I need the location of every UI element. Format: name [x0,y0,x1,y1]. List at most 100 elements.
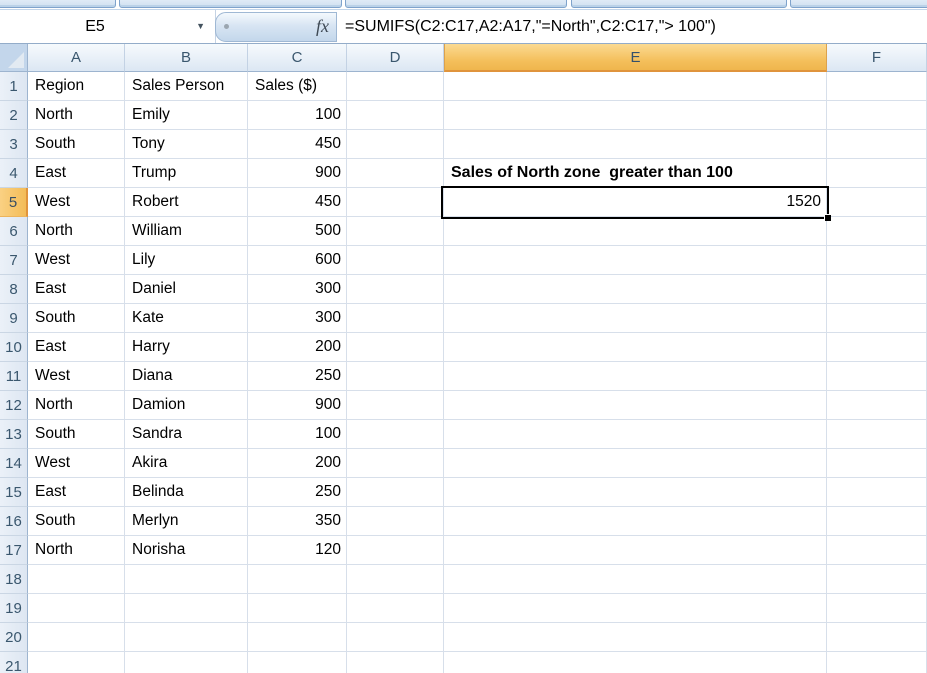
cell[interactable] [125,652,248,673]
cell[interactable] [827,594,927,623]
formula-input[interactable]: =SUMIFS(C2:C17,A2:A17,"=North",C2:C17,">… [337,10,927,43]
cell[interactable]: Sandra [125,420,248,449]
cell[interactable] [444,507,827,536]
row-header-17[interactable]: 17 [0,536,28,565]
column-header-d[interactable]: D [347,44,444,72]
cell[interactable] [347,391,444,420]
cell[interactable] [827,275,927,304]
row-header-3[interactable]: 3 [0,130,28,159]
row-header-14[interactable]: 14 [0,449,28,478]
cell[interactable] [444,101,827,130]
cell[interactable] [347,188,444,217]
cell[interactable]: 500 [248,217,347,246]
cell[interactable] [125,565,248,594]
cell[interactable]: Daniel [125,275,248,304]
cell[interactable] [444,623,827,652]
cell[interactable]: 200 [248,333,347,362]
cell[interactable] [347,449,444,478]
select-all-corner[interactable] [0,44,28,72]
cell[interactable] [827,623,927,652]
cell[interactable]: Damion [125,391,248,420]
row-header-15[interactable]: 15 [0,478,28,507]
cell[interactable]: Akira [125,449,248,478]
row-header-19[interactable]: 19 [0,594,28,623]
cell[interactable] [827,536,927,565]
cell[interactable] [444,217,827,246]
cell[interactable] [444,246,827,275]
cell[interactable] [248,594,347,623]
cell[interactable] [248,652,347,673]
cell[interactable]: William [125,217,248,246]
cell[interactable]: East [28,159,125,188]
cell[interactable]: 600 [248,246,347,275]
cell[interactable] [347,565,444,594]
cell[interactable]: Norisha [125,536,248,565]
name-box-dropdown-icon[interactable]: ▼ [196,21,205,31]
cell-f1[interactable] [827,72,927,101]
cell[interactable] [248,565,347,594]
cell[interactable]: 250 [248,362,347,391]
cell[interactable]: North [28,536,125,565]
column-header-b[interactable]: B [125,44,248,72]
cell[interactable]: West [28,246,125,275]
cell[interactable] [347,594,444,623]
row-header-1[interactable]: 1 [0,72,28,101]
cell[interactable]: 300 [248,275,347,304]
insert-function-icon[interactable]: fx [316,16,329,36]
row-header-21[interactable]: 21 [0,652,28,673]
cell[interactable] [827,507,927,536]
cell[interactable]: 900 [248,159,347,188]
cell[interactable] [347,362,444,391]
row-header-6[interactable]: 6 [0,217,28,246]
cell[interactable]: West [28,362,125,391]
row-header-13[interactable]: 13 [0,420,28,449]
cell[interactable] [125,594,248,623]
cell[interactable] [347,420,444,449]
cell[interactable]: North [28,101,125,130]
cell[interactable]: North [28,391,125,420]
cell[interactable]: Merlyn [125,507,248,536]
column-header-a[interactable]: A [28,44,125,72]
cell[interactable]: South [28,304,125,333]
cell[interactable]: 250 [248,478,347,507]
row-header-20[interactable]: 20 [0,623,28,652]
cell[interactable]: 450 [248,130,347,159]
cell[interactable]: East [28,478,125,507]
cell-e1[interactable] [444,72,827,101]
row-header-9[interactable]: 9 [0,304,28,333]
cell[interactable] [248,623,347,652]
cell-d1[interactable] [347,72,444,101]
name-box[interactable]: E5 ▼ [0,10,216,43]
cell[interactable]: 350 [248,507,347,536]
cell[interactable] [125,623,248,652]
cell[interactable]: Harry [125,333,248,362]
cell[interactable]: 300 [248,304,347,333]
cell[interactable]: East [28,333,125,362]
cell-b1[interactable]: Sales Person [125,72,248,101]
cell[interactable] [347,536,444,565]
cell-e4-title[interactable]: Sales of North zone greater than 100 [444,159,827,188]
cell[interactable] [827,652,927,673]
cell[interactable] [28,594,125,623]
cell[interactable] [827,449,927,478]
cell[interactable] [347,507,444,536]
cell[interactable]: Lily [125,246,248,275]
cell[interactable] [28,565,125,594]
cell[interactable] [347,652,444,673]
cell[interactable]: 450 [248,188,347,217]
cell[interactable]: South [28,130,125,159]
cell[interactable] [444,391,827,420]
column-header-e[interactable]: E [444,44,827,72]
cell[interactable] [347,159,444,188]
cell[interactable] [28,623,125,652]
cell-e5-result[interactable]: 1520 [444,188,827,217]
cell[interactable] [444,536,827,565]
cell[interactable] [827,333,927,362]
cell[interactable]: 100 [248,101,347,130]
cell[interactable]: West [28,188,125,217]
cell[interactable] [827,101,927,130]
row-header-11[interactable]: 11 [0,362,28,391]
cell[interactable] [347,275,444,304]
cell[interactable] [347,623,444,652]
cell[interactable]: 200 [248,449,347,478]
